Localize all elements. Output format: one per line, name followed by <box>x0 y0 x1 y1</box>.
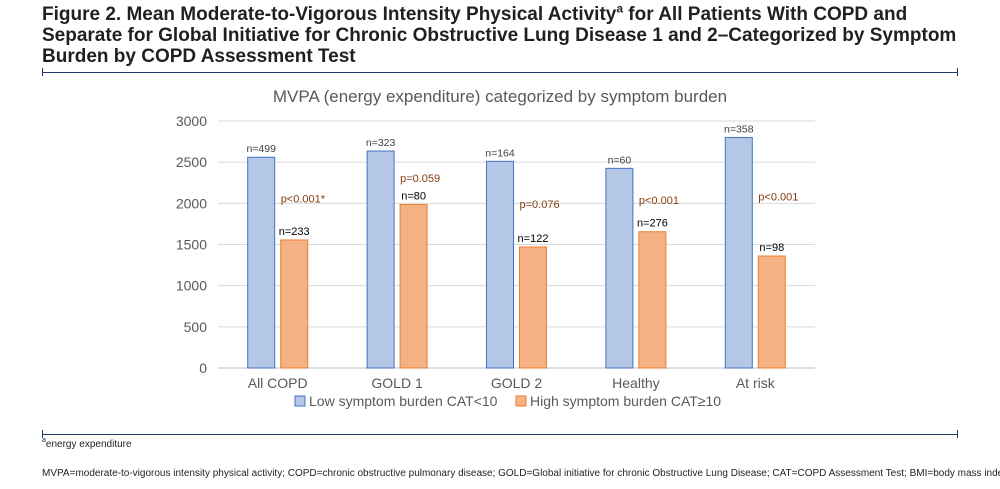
legend-swatch-high <box>515 395 527 407</box>
footnote-text: energy expenditure <box>45 439 132 450</box>
x-tick-label: At risk <box>736 375 776 391</box>
y-tick-label: 0 <box>199 360 207 376</box>
y-tick-label: 1000 <box>176 278 207 294</box>
p-value-label: p<0.001 <box>758 192 798 204</box>
bar-high-symptom <box>519 246 547 369</box>
x-tick-label: GOLD 2 <box>491 375 543 391</box>
top-rule <box>42 68 958 76</box>
bar-low-symptom <box>605 167 634 369</box>
data-label-high: n=98 <box>759 242 784 254</box>
data-label-low: n=323 <box>366 137 396 149</box>
p-value-label: p=0.076 <box>520 199 560 211</box>
bar-high-symptom <box>757 255 786 369</box>
y-tick-label: 2500 <box>176 154 207 170</box>
x-tick-label: Healthy <box>612 375 659 391</box>
figure-title-superscript: a <box>616 1 624 16</box>
x-tick-label: GOLD 1 <box>371 375 423 391</box>
x-tick-label: All COPD <box>248 375 308 391</box>
legend-label-low: Low symptom burden CAT<10 <box>309 393 498 409</box>
legend-swatch-low <box>294 395 306 407</box>
data-label-low: n=164 <box>485 147 515 159</box>
p-value-label: p<0.001* <box>281 194 326 206</box>
bar-high-symptom <box>280 239 309 369</box>
figure-title: Figure 2. Mean Moderate-to-Vigorous Inte… <box>42 1 982 67</box>
y-tick-label: 500 <box>184 319 208 335</box>
p-value-label: p=0.059 <box>400 173 440 185</box>
y-tick-label: 1500 <box>176 237 207 253</box>
figure-title-rest: for All Patients With COPD and Separate … <box>42 4 957 67</box>
bar-low-symptom <box>486 160 514 369</box>
p-value-label: p<0.001 <box>639 195 679 207</box>
data-label-high: n=276 <box>637 218 668 230</box>
bar-high-symptom <box>638 231 667 369</box>
data-label-high: n=80 <box>401 191 426 203</box>
data-label-high: n=122 <box>518 233 549 245</box>
data-label-low: n=499 <box>246 143 276 155</box>
bar-low-symptom <box>247 156 276 369</box>
legend-label-high: High symptom burden CAT≥10 <box>530 393 721 409</box>
bottom-rule <box>42 430 958 438</box>
y-tick-label: 2000 <box>176 195 207 211</box>
data-label-low: n=358 <box>724 123 754 135</box>
chart-title: MVPA (energy expenditure) categorized by… <box>273 87 727 106</box>
data-label-high: n=233 <box>279 226 310 238</box>
figure-title-main: Figure 2. Mean Moderate-to-Vigorous Inte… <box>42 4 617 25</box>
bar-high-symptom <box>399 204 428 369</box>
footnote: aenergy expenditure <box>42 437 132 450</box>
data-label-low: n=60 <box>608 154 632 166</box>
y-tick-label: 3000 <box>176 113 207 129</box>
footnote-marker: a <box>42 437 46 444</box>
bar-low-symptom <box>724 136 753 369</box>
abbreviations-note: MVPA=moderate-to-vigorous intensity phys… <box>42 468 1000 479</box>
bar-low-symptom <box>366 150 395 369</box>
